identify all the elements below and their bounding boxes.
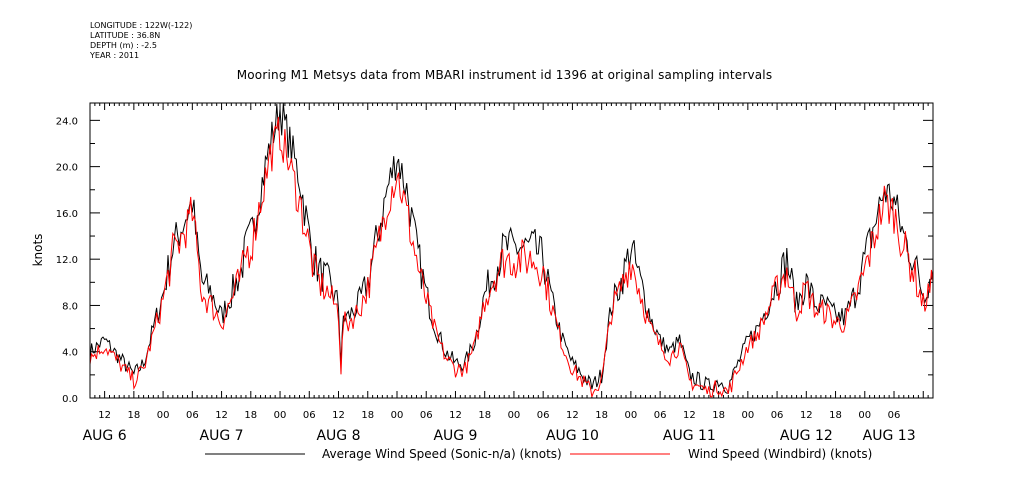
x-tick-label: 00	[625, 410, 638, 421]
x-tick-label: 06	[537, 410, 550, 421]
x-tick-label: 00	[391, 410, 404, 421]
day-labels: AUG 6 AUG 7 AUG 8 AUG 9 AUG 10 AUG 11 AUG 12 AU…	[83, 428, 916, 444]
x-tick-label: 06	[771, 410, 784, 421]
x-tick-label: 06	[888, 410, 901, 421]
latitude-text: LATITUDE : 36.8N	[90, 31, 161, 40]
chart-title: Mooring M1 Metsys data from MBARI instru…	[236, 68, 773, 82]
x-tick-label: 06	[186, 410, 199, 421]
x-tick-label: 12	[215, 410, 228, 421]
x-tick-label: 18	[829, 410, 842, 421]
y-tick-label: 16.0	[56, 209, 78, 220]
x-tick-label: 12	[449, 410, 462, 421]
x-tick-label: 12	[566, 410, 579, 421]
x-tick-label: 00	[741, 410, 754, 421]
y-tick-label: 12.0	[56, 255, 78, 266]
x-tick-label: 18	[127, 410, 140, 421]
series-line-average-wind-speed	[89, 103, 934, 394]
x-tick-label: 18	[244, 410, 257, 421]
legend-label-windbird: Wind Speed (Windbird) (knots)	[688, 447, 872, 461]
x-tick-label: 00	[274, 410, 287, 421]
day-label: AUG 7	[200, 428, 244, 444]
series-line-windbird-wind-speed	[89, 116, 934, 398]
day-label: AUG 12	[780, 428, 833, 444]
y-tick-label: 4.0	[62, 348, 78, 359]
metadata-block: LONGITUDE : 122W(-122) LATITUDE : 36.8N …	[90, 21, 192, 61]
x-tick-label: 12	[683, 410, 696, 421]
day-label: AUG 13	[863, 428, 916, 444]
x-tick-label: 00	[157, 410, 170, 421]
year-text: YEAR : 2011	[90, 51, 140, 60]
y-tick-labels: 0.0 4.0 8.0 12.0 16.0 20.0 24.0	[56, 116, 78, 405]
x-tick-label: 06	[420, 410, 433, 421]
x-tick-label: 18	[478, 410, 491, 421]
y-axis-title: knots	[31, 234, 45, 267]
day-label: AUG 6	[83, 428, 127, 444]
x-tick-label: 00	[508, 410, 521, 421]
x-tick-label: 00	[858, 410, 871, 421]
longitude-text: LONGITUDE : 122W(-122)	[90, 21, 193, 30]
depth-text: DEPTH (m) : -2.5	[90, 41, 157, 50]
series-layer	[89, 103, 934, 398]
x-tick-label: 18	[595, 410, 608, 421]
x-tick-label: 12	[800, 410, 813, 421]
x-tick-label: 18	[361, 410, 374, 421]
x-tick-label: 12	[98, 410, 111, 421]
y-tick-label: 0.0	[62, 394, 78, 405]
day-label: AUG 8	[316, 428, 360, 444]
plot-frame	[89, 102, 934, 399]
axis-ticks	[89, 103, 934, 399]
day-label: AUG 9	[433, 428, 477, 444]
day-label: AUG 10	[546, 428, 599, 444]
legend-label-average: Average Wind Speed (Sonic-n/a) (knots)	[322, 447, 562, 461]
day-label: AUG 11	[663, 428, 716, 444]
x-tick-label: 18	[712, 410, 725, 421]
x-tick-label: 06	[303, 410, 316, 421]
y-tick-label: 8.0	[62, 301, 78, 312]
y-tick-label: 20.0	[56, 163, 78, 174]
legend: Average Wind Speed (Sonic-n/a) (knots) W…	[205, 447, 872, 461]
x-tick-label: 06	[654, 410, 667, 421]
x-tick-labels: 12 18 00 06 12 18 00 06 12 18 00 06 12 18 00 06 12 18 00 06…	[98, 410, 900, 421]
y-tick-label: 24.0	[56, 116, 78, 127]
x-tick-label: 12	[332, 410, 345, 421]
